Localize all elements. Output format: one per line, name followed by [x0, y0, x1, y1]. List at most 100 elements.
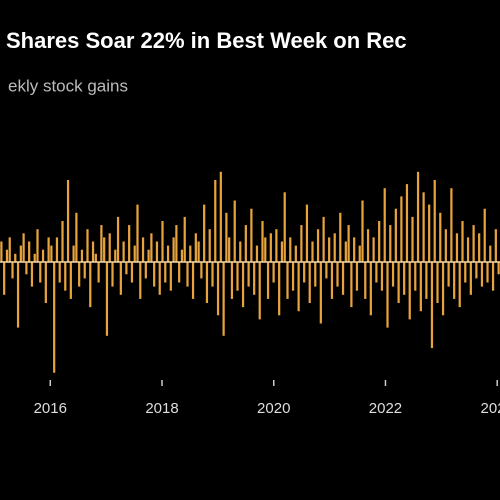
bar: [325, 262, 328, 279]
bar: [230, 262, 234, 299]
bar: [275, 229, 278, 262]
bar: [47, 237, 50, 262]
bar: [80, 249, 84, 262]
bar: [5, 249, 9, 262]
x-tick-label: 2020: [257, 400, 290, 417]
bar: [316, 229, 320, 262]
bar: [489, 245, 492, 262]
bar: [58, 262, 61, 283]
bar: [19, 245, 22, 262]
bar: [208, 229, 211, 262]
bar: [439, 212, 442, 262]
bar: [0, 241, 3, 262]
bar: [155, 241, 159, 262]
bar: [375, 262, 378, 283]
bar: [189, 245, 192, 262]
bar: [255, 245, 259, 262]
bar: [164, 262, 167, 283]
bar: [225, 212, 228, 262]
bar: [141, 237, 145, 262]
bar: [278, 262, 281, 316]
bar: [72, 245, 75, 262]
bar: [372, 237, 375, 262]
bar: [241, 262, 245, 308]
bar: [411, 216, 414, 262]
bar: [119, 262, 122, 295]
bar: [358, 245, 361, 262]
bar: [280, 241, 284, 262]
bar: [336, 262, 339, 287]
bar: [464, 262, 467, 283]
bar: [408, 262, 411, 320]
bar: [339, 212, 342, 262]
bar: [169, 262, 172, 291]
bar: [44, 262, 47, 303]
bar: [103, 237, 106, 262]
bar: [330, 262, 334, 299]
bar: [469, 262, 472, 295]
chart-title: Shares Soar 22% in Best Week on Rec: [6, 28, 407, 53]
bar: [366, 229, 370, 262]
bar: [497, 262, 500, 275]
bar: [266, 262, 270, 299]
bar: [319, 262, 322, 324]
bar: [261, 221, 264, 262]
bar: [216, 262, 220, 316]
bar: [264, 237, 267, 262]
bar: [455, 233, 459, 262]
bar: [414, 262, 417, 291]
bar: [369, 262, 372, 316]
bar: [108, 233, 111, 262]
bar: [11, 262, 14, 279]
bar: [36, 229, 39, 262]
bar: [158, 262, 161, 295]
bar: [450, 188, 453, 262]
bar: [472, 225, 475, 262]
bar: [139, 262, 142, 299]
bar: [303, 262, 306, 283]
bar: [128, 225, 131, 262]
bar: [178, 262, 181, 283]
bar: [494, 229, 497, 262]
bar: [247, 262, 250, 287]
bar: [66, 180, 70, 262]
bar: [475, 262, 478, 279]
bar: [447, 262, 450, 287]
bar: [28, 241, 31, 262]
bar: [478, 233, 481, 262]
bar: [78, 262, 81, 287]
bar: [466, 237, 470, 262]
bar: [491, 262, 495, 291]
bar: [144, 262, 147, 279]
bar: [430, 262, 434, 349]
bar: [116, 216, 120, 262]
bar: [422, 192, 425, 262]
bar: [41, 249, 45, 262]
bar: [136, 204, 139, 262]
bar: [483, 208, 486, 262]
bar: [436, 262, 439, 303]
bar: [186, 262, 189, 287]
bar: [314, 262, 317, 287]
bar: [130, 262, 134, 283]
bar: [258, 262, 261, 320]
bar: [172, 237, 175, 262]
bar: [294, 245, 297, 262]
bar: [461, 221, 464, 262]
bar: [441, 262, 445, 316]
x-tick-label: 2016: [34, 400, 67, 417]
bar: [253, 262, 256, 295]
bar: [75, 212, 78, 262]
bar: [405, 184, 409, 262]
bar: [105, 262, 109, 336]
bar: [286, 262, 289, 299]
bar: [364, 262, 367, 299]
bar: [14, 253, 17, 262]
bar: [308, 262, 311, 303]
bar: [353, 237, 356, 262]
bar: [250, 208, 253, 262]
bar: [69, 262, 72, 299]
x-tick-label: 2022: [369, 400, 402, 417]
